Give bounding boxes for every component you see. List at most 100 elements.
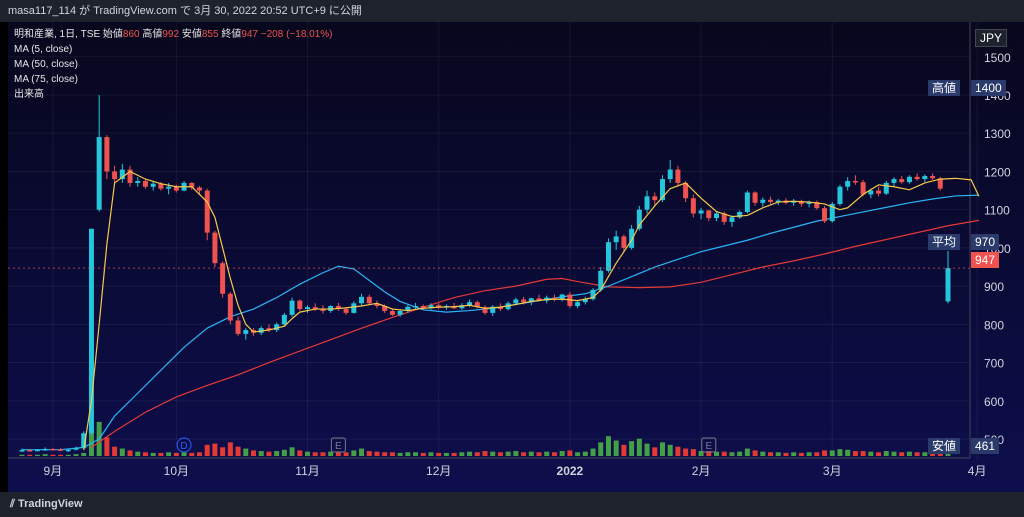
candle-body [698, 210, 704, 214]
volume-bar [690, 449, 696, 456]
candle-body [42, 448, 48, 451]
candle-body [413, 305, 419, 308]
volume-bar [88, 428, 94, 456]
y-tick-label: 800 [984, 318, 1004, 332]
volume-bar [73, 454, 79, 456]
chart-panel[interactable]: 1500140013001200110010009008007006005009… [8, 22, 1024, 492]
volume-bar [19, 454, 25, 456]
volume-bar [652, 447, 658, 456]
y-tick-label: 1300 [984, 127, 1011, 141]
candle-body [27, 450, 33, 452]
volume-bar [328, 451, 334, 456]
candle-body [744, 192, 750, 212]
volume-bar [629, 441, 635, 456]
volume-bar [497, 452, 503, 456]
candle-body [798, 201, 804, 204]
volume-bar [65, 454, 71, 456]
volume-bar [845, 449, 851, 456]
open-value: 860 [122, 29, 140, 40]
y-tick-label: 1100 [984, 204, 1010, 218]
candle-body [937, 178, 943, 189]
legend-ma75[interactable]: MA (75, close) [14, 74, 78, 85]
event-marker-label: E [705, 441, 712, 452]
candle-body [852, 181, 858, 183]
footer: ⫽ TradingView [0, 492, 1024, 517]
candle-body [829, 203, 835, 222]
candle-body [420, 305, 426, 309]
ma50-line [22, 194, 979, 451]
volume-bar [397, 452, 403, 456]
candle-body [112, 171, 118, 180]
volume-bar [914, 452, 920, 456]
volume-bar [559, 451, 565, 456]
legend-volume[interactable]: 出来高 [14, 89, 44, 100]
candle-body [521, 299, 527, 303]
volume-bar [181, 452, 187, 456]
volume-bar [868, 451, 874, 456]
volume-bar [27, 454, 33, 456]
volume-bar [806, 452, 812, 456]
volume-bar [451, 452, 457, 456]
volume-bar [335, 452, 341, 456]
y-tick-label: 600 [984, 395, 1004, 409]
volume-bar [235, 446, 241, 456]
legend-ma5[interactable]: MA (5, close) [14, 44, 73, 55]
dividend-marker [176, 437, 192, 453]
candle-body [436, 305, 442, 308]
volume-bar [528, 451, 534, 456]
volume-bar [822, 450, 828, 456]
candle-body [575, 302, 581, 306]
volume-bar [930, 452, 936, 456]
close-value: 947 [241, 29, 258, 40]
volume-bar [644, 443, 650, 456]
candle-body [636, 209, 642, 229]
volume-bar [34, 454, 40, 456]
candle-body [366, 296, 372, 304]
candle-body [559, 294, 565, 300]
candle-body [822, 208, 828, 222]
currency-label[interactable]: JPY [975, 29, 1008, 47]
volume-bar [243, 448, 249, 456]
publish-header: masa117_114 が TradingView.com で 3月 30, 2… [0, 0, 1024, 22]
volume-bar [405, 452, 411, 456]
volume-bar [837, 449, 843, 456]
volume-bar [42, 454, 48, 456]
candle-body [235, 320, 241, 334]
tradingview-logo[interactable]: ⫽ TradingView [10, 498, 83, 510]
volume-bar [860, 451, 866, 456]
legend-ma50[interactable]: MA (50, close) [14, 59, 78, 70]
volume-bar [737, 451, 743, 456]
candle-body [737, 211, 743, 218]
candle-body [96, 137, 102, 210]
volume-bar [729, 452, 735, 456]
volume-bar [359, 448, 365, 456]
candle-body [196, 187, 202, 191]
candle-body [343, 309, 349, 313]
candle-body [142, 181, 148, 187]
price-chart[interactable]: 1500140013001200110010009008007006005009… [8, 22, 1024, 492]
candle-body [127, 169, 133, 183]
candle-body [930, 176, 936, 179]
volume-bar [281, 449, 287, 456]
candle-body [305, 307, 311, 310]
volume-bar [436, 452, 442, 456]
candle-body [490, 306, 496, 313]
x-tick-label: 11月 [295, 464, 319, 478]
x-tick-label: 9月 [44, 464, 63, 478]
volume-bar [142, 452, 148, 456]
volume-bar [852, 451, 858, 456]
x-tick-label: 2022 [557, 464, 584, 478]
volume-bar [420, 452, 426, 456]
volume-bar [366, 451, 372, 456]
candle-body [389, 310, 395, 315]
volume-bar [906, 451, 912, 456]
candle-body [922, 176, 928, 180]
volume-bar [829, 450, 835, 456]
volume-bar [212, 443, 218, 456]
ma75-line [91, 219, 979, 448]
x-tick-label: 12月 [426, 464, 451, 478]
candle-body [397, 310, 403, 315]
volume-bar [382, 452, 388, 456]
candle-body [459, 305, 465, 309]
volume-bar [513, 451, 519, 456]
